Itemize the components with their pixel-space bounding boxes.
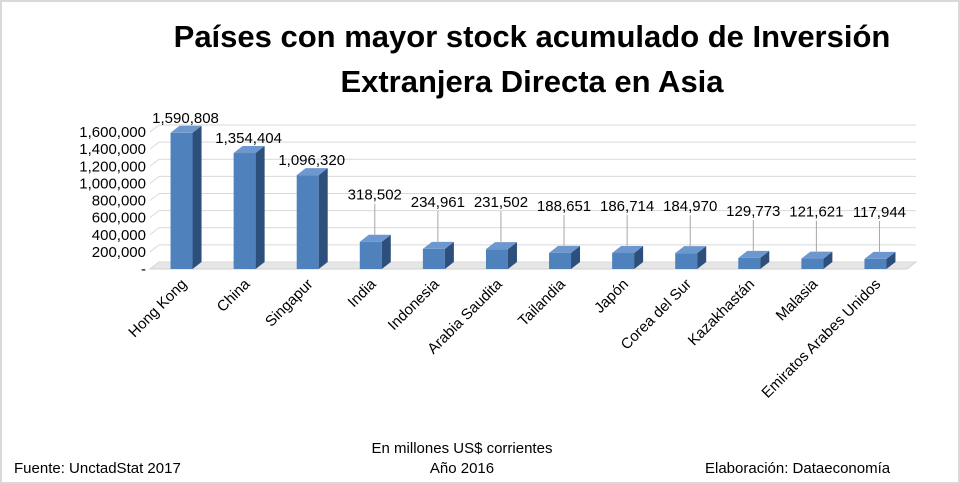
data-label: 129,773: [726, 203, 780, 220]
data-label: 1,096,320: [278, 152, 345, 169]
category-label: India: [345, 275, 380, 310]
bar-top: [296, 168, 328, 176]
bar-top: [549, 245, 581, 253]
category-label: Indonesia: [385, 275, 443, 333]
data-label: 184,970: [663, 198, 717, 215]
y-tick-label: -: [141, 261, 146, 278]
bar-top: [233, 146, 265, 154]
gridline-side: [149, 175, 160, 184]
chart-title: Países con mayor stock acumulado de Inve…: [152, 14, 912, 104]
y-tick-label: 400,000: [92, 227, 146, 244]
data-label: 231,502: [474, 194, 528, 211]
source-note: Fuente: UnctadStat 2017: [14, 460, 181, 477]
bar-top: [738, 250, 770, 258]
bar-side: [571, 245, 581, 269]
category-label: Malasia: [773, 275, 822, 324]
gridline-side: [149, 210, 160, 219]
y-tick-label: 1,000,000: [79, 175, 146, 192]
bar-front: [485, 249, 508, 269]
bar-side: [634, 246, 644, 269]
bar-top: [612, 246, 644, 254]
x-axis-note-units: En millones US$ corrientes: [371, 440, 553, 457]
gridline-side: [149, 141, 160, 150]
bar-front: [738, 257, 761, 269]
category-label: Hong Kong: [125, 276, 190, 341]
gridline-side: [149, 261, 160, 270]
gridline-side: [149, 124, 160, 133]
gridline-side: [149, 244, 160, 253]
bar-front: [675, 253, 698, 269]
y-tick-label: 1,200,000: [79, 158, 146, 175]
bar-top: [864, 251, 896, 259]
bar-side: [381, 234, 391, 269]
bar-side: [192, 125, 202, 269]
data-label: 318,502: [348, 187, 402, 204]
bar-front: [359, 241, 382, 269]
y-tick-label: 800,000: [92, 193, 146, 210]
bar-side: [760, 250, 770, 269]
y-tick-label: 1,400,000: [79, 141, 146, 158]
y-tick-label: 200,000: [92, 244, 146, 261]
bar-top: [801, 251, 833, 259]
data-label: 1,590,808: [152, 110, 219, 127]
bar-front: [233, 153, 256, 269]
bar-side: [823, 251, 833, 269]
gridline-side: [149, 227, 160, 236]
bar-front: [549, 252, 572, 269]
category-label: Emiratos Arabes Unidos: [758, 276, 884, 402]
category-label: Tailandia: [515, 275, 569, 329]
bar-front: [612, 253, 635, 269]
floor-plane: [148, 261, 918, 270]
bar-front: [422, 248, 445, 269]
bar-top: [675, 246, 707, 254]
bar-front: [864, 258, 887, 269]
chart-title-line1: Países con mayor stock acumulado de Inve…: [173, 19, 891, 54]
bar-side: [444, 241, 454, 269]
bar-front: [296, 175, 319, 269]
bar-front: [170, 132, 193, 269]
bar-side: [255, 146, 265, 269]
bar-side: [697, 246, 707, 269]
category-label: Japón: [591, 276, 632, 317]
category-label: Singapur: [262, 276, 316, 330]
data-label: 188,651: [537, 198, 591, 215]
data-label: 186,714: [600, 198, 654, 215]
data-label: 121,621: [789, 204, 843, 221]
gridline-side: [149, 193, 160, 201]
bar-top: [170, 125, 202, 133]
category-label: Kazakhastán: [685, 276, 758, 349]
bar-side: [318, 168, 328, 269]
chart-title-line2: Extranjera Directa en Asia: [340, 64, 724, 99]
credit-note: Elaboración: Dataeconomía: [705, 460, 891, 477]
chart-note: En millones US$ corrientes Año 2016: [332, 439, 592, 479]
bar-side: [507, 242, 517, 269]
data-label: 1,354,404: [215, 130, 282, 147]
bar-top: [359, 234, 391, 242]
bar-top: [422, 241, 454, 249]
bar-side: [886, 251, 896, 269]
category-label: China: [214, 275, 254, 315]
gridline-side: [149, 158, 160, 167]
y-tick-label: 1,600,000: [79, 124, 146, 141]
data-label: 234,961: [411, 194, 465, 211]
data-label: 117,944: [853, 204, 906, 221]
x-axis-note-year: Año 2016: [429, 460, 495, 477]
bar-front: [801, 258, 824, 269]
bar-top: [485, 242, 517, 250]
y-tick-label: 600,000: [92, 210, 146, 227]
